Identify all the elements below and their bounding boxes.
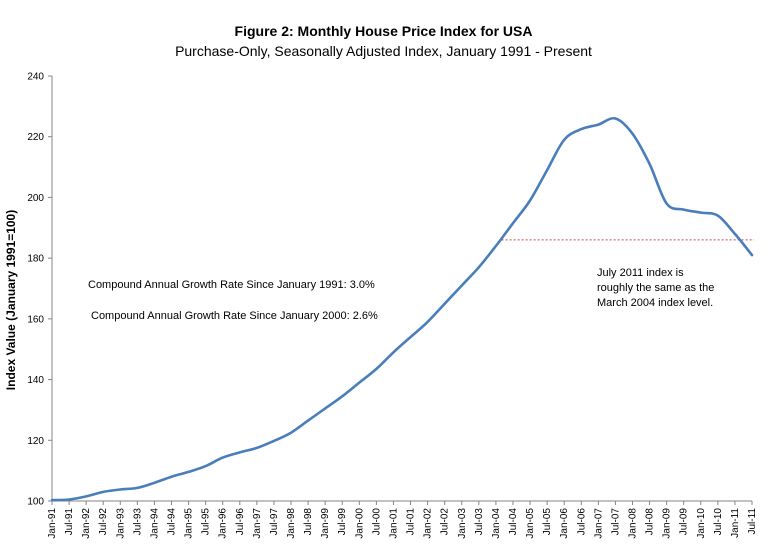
x-tick-label: Jan-08 <box>627 508 638 539</box>
x-tick-label: Jan-96 <box>218 508 229 539</box>
x-tick-label: Jan-04 <box>491 508 502 539</box>
y-tick-label: 220 <box>27 132 44 143</box>
x-tick-label: Jul-95 <box>201 508 212 536</box>
x-tick-label: Jul-92 <box>98 508 109 536</box>
x-tick-label: Jul-98 <box>303 508 314 536</box>
x-tick-label: Jul-04 <box>508 508 519 536</box>
annotation-cagr-2000: Compound Annual Growth Rate Since Januar… <box>91 310 378 322</box>
y-tick-label: 120 <box>27 436 44 447</box>
x-tick-label: Jan-07 <box>593 508 604 539</box>
x-tick-label: Jul-94 <box>167 508 178 536</box>
x-tick-label: Jul-03 <box>474 508 485 536</box>
y-tick-label: 180 <box>27 254 44 265</box>
y-tick-label: 240 <box>27 72 44 83</box>
x-tick-label: Jan-09 <box>662 508 673 539</box>
x-tick-label: Jul-10 <box>713 508 724 536</box>
y-tick-label: 200 <box>27 193 44 204</box>
y-tick-label: 100 <box>27 497 44 508</box>
x-tick-label: Jan-98 <box>286 508 297 539</box>
y-tick-label: 140 <box>27 375 44 386</box>
y-axis-label: Index Value (January 1991=100) <box>4 210 18 390</box>
x-tick-label: Jul-00 <box>371 508 382 536</box>
series-line <box>50 116 754 502</box>
x-tick-label: Jan-06 <box>559 508 570 539</box>
x-tick-label: Jan-10 <box>696 508 707 539</box>
x-tick-label: Jan-01 <box>388 508 399 539</box>
x-tick-label: Jul-06 <box>576 508 587 536</box>
x-tick-label: Jan-11 <box>730 508 741 538</box>
annotation-july-line-3: March 2004 index level. <box>597 297 713 309</box>
x-tick-label: Jul-97 <box>269 508 280 536</box>
x-tick-label: Jan-91 <box>47 508 58 539</box>
x-tick-label: Jan-00 <box>354 508 365 539</box>
x-tick-label: Jul-07 <box>610 508 621 536</box>
x-tick-label: Jul-02 <box>440 508 451 536</box>
x-tick-label: Jan-92 <box>81 508 92 539</box>
x-tick-label: Jan-95 <box>184 508 195 539</box>
x-tick-label: Jan-94 <box>149 508 160 539</box>
chart-subtitle: Purchase-Only, Seasonally Adjusted Index… <box>175 43 592 59</box>
chart-title: Figure 2: Monthly House Price Index for … <box>234 23 533 39</box>
x-tick-label: Jul-11 <box>747 508 758 535</box>
x-tick-label: Jul-96 <box>235 508 246 536</box>
x-tick-label: Jul-93 <box>132 508 143 536</box>
annotation-cagr-1991: Compound Annual Growth Rate Since Januar… <box>88 279 375 291</box>
x-tick-label: Jul-91 <box>64 508 75 536</box>
x-axis: Jan-91 Jul-91 Jan-92 Jul-92 Jan-93 Jul-93 Jan-… <box>47 500 758 539</box>
x-tick-label: Jul-05 <box>542 508 553 536</box>
x-tick-label: Jan-03 <box>457 508 468 539</box>
x-tick-label: Jul-01 <box>406 508 417 536</box>
annotation-july-line-1: July 2011 index is <box>597 267 684 279</box>
x-tick-label: Jul-99 <box>337 508 348 536</box>
x-tick-label: Jul-08 <box>645 508 656 536</box>
x-tick-label: Jan-93 <box>115 508 126 539</box>
x-tick-label: Jan-02 <box>423 508 434 539</box>
x-tick-label: Jan-99 <box>320 508 331 539</box>
annotation-july-line-2: roughly the same as the <box>597 282 714 294</box>
x-tick-label: Jan-05 <box>525 508 536 539</box>
y-axis: 100 120 140 160 180 200 220 240 <box>27 72 53 508</box>
x-tick-label: Jan-97 <box>252 508 263 539</box>
y-tick-label: 160 <box>27 314 44 325</box>
series-group <box>50 116 754 502</box>
x-tick-label: Jul-09 <box>679 508 690 536</box>
